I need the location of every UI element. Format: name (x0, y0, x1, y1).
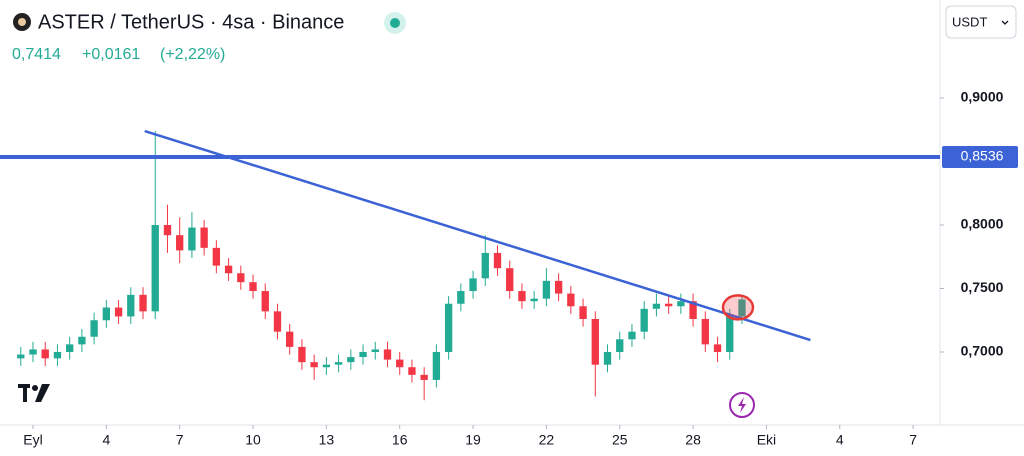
candle-body (78, 336, 86, 345)
candle-body (726, 316, 734, 352)
candle-body (677, 301, 685, 307)
candle-body (420, 374, 428, 380)
event-bolt (738, 397, 746, 413)
candle-body (90, 320, 98, 337)
y-tick-label: 0,8000 (961, 216, 1004, 232)
candle-body (628, 331, 636, 340)
candle-body (102, 307, 111, 321)
trendline (144, 129, 811, 342)
event-icon[interactable] (729, 392, 755, 418)
highlight-circle (721, 294, 755, 321)
candle-body (432, 351, 441, 380)
x-tick-label: 19 (465, 432, 481, 448)
x-tick-label: Eki (757, 432, 776, 448)
candle-body (298, 346, 306, 363)
candle-body (53, 351, 62, 359)
candle-body (176, 235, 184, 251)
candle-body (261, 291, 269, 312)
candle-body (396, 359, 404, 368)
candle-body (506, 268, 514, 292)
x-tick-label: 4 (836, 432, 844, 448)
candle-body (41, 349, 49, 359)
candle-body (139, 294, 147, 312)
candle-body (249, 282, 257, 292)
candle-body (383, 349, 392, 360)
candle-body (408, 367, 416, 375)
candle-body (518, 291, 526, 302)
y-tick-label: 0,7000 (961, 343, 1004, 359)
x-tick-label: 25 (612, 432, 628, 448)
candle-body (359, 351, 367, 358)
candle-body (29, 349, 37, 355)
x-tick-label: 10 (245, 432, 261, 448)
candle-body (200, 227, 208, 248)
candle-body (347, 357, 355, 363)
x-tick-label: 4 (102, 432, 110, 448)
candle-body (567, 293, 575, 307)
candle-body (322, 364, 331, 368)
x-tick-label: 7 (909, 432, 917, 448)
currency-caret (1001, 20, 1009, 25)
candle-body (493, 252, 502, 269)
candle-body (469, 278, 477, 292)
candle-body (579, 306, 587, 319)
candle-body (188, 227, 196, 251)
candle-body (127, 294, 135, 317)
x-tick-label: 13 (319, 432, 335, 448)
candle-body (554, 280, 563, 294)
candle-body (530, 298, 538, 302)
candle-body (237, 273, 245, 283)
candle-body (310, 362, 318, 368)
candle-body (286, 331, 294, 347)
candle-body (713, 344, 722, 352)
x-tick-label: 28 (685, 432, 701, 448)
candle-body (457, 291, 465, 304)
candle-body (224, 265, 233, 274)
currency-label[interactable]: USDT (952, 14, 987, 29)
tv-logo (18, 384, 50, 402)
candle-body (163, 225, 172, 236)
candle-body (652, 303, 661, 309)
candle-body (542, 280, 551, 299)
candle-body (689, 301, 697, 319)
price-change: +0,0161 (82, 46, 140, 63)
candle-body (701, 318, 709, 345)
candle-body (212, 247, 221, 266)
candle-body (273, 311, 282, 332)
x-tick-label: Eyl (23, 432, 42, 448)
price-change-percent: (+2,22%) (160, 46, 225, 63)
chart-title: ASTER / TetherUS · 4sa · Binance (38, 11, 344, 33)
x-tick-label: 22 (539, 432, 555, 448)
candle-body (481, 252, 489, 279)
currency-button[interactable] (945, 5, 1017, 39)
candle-body (738, 299, 746, 317)
status-dot (390, 18, 400, 28)
last-price: 0,7414 (12, 46, 61, 63)
level-label-box (942, 145, 1018, 168)
candle-body (66, 344, 74, 352)
candle-body (371, 349, 379, 352)
level-label: 0,8536 (961, 148, 1004, 164)
candle-body (151, 225, 159, 312)
candle-body (640, 308, 648, 332)
symbol-icon-inner (18, 18, 26, 26)
candle-body (334, 362, 343, 365)
candle-body (591, 318, 599, 365)
candle-body (616, 339, 624, 352)
candle-body (664, 303, 673, 307)
candle-body (17, 354, 25, 359)
y-tick-label: 0,9000 (961, 89, 1004, 105)
y-tick-label: 0,7500 (961, 279, 1004, 295)
candle-body (603, 351, 612, 365)
candle-body (444, 303, 453, 352)
candle-body (114, 307, 123, 317)
x-tick-label: 7 (176, 432, 184, 448)
x-tick-label: 16 (392, 432, 408, 448)
